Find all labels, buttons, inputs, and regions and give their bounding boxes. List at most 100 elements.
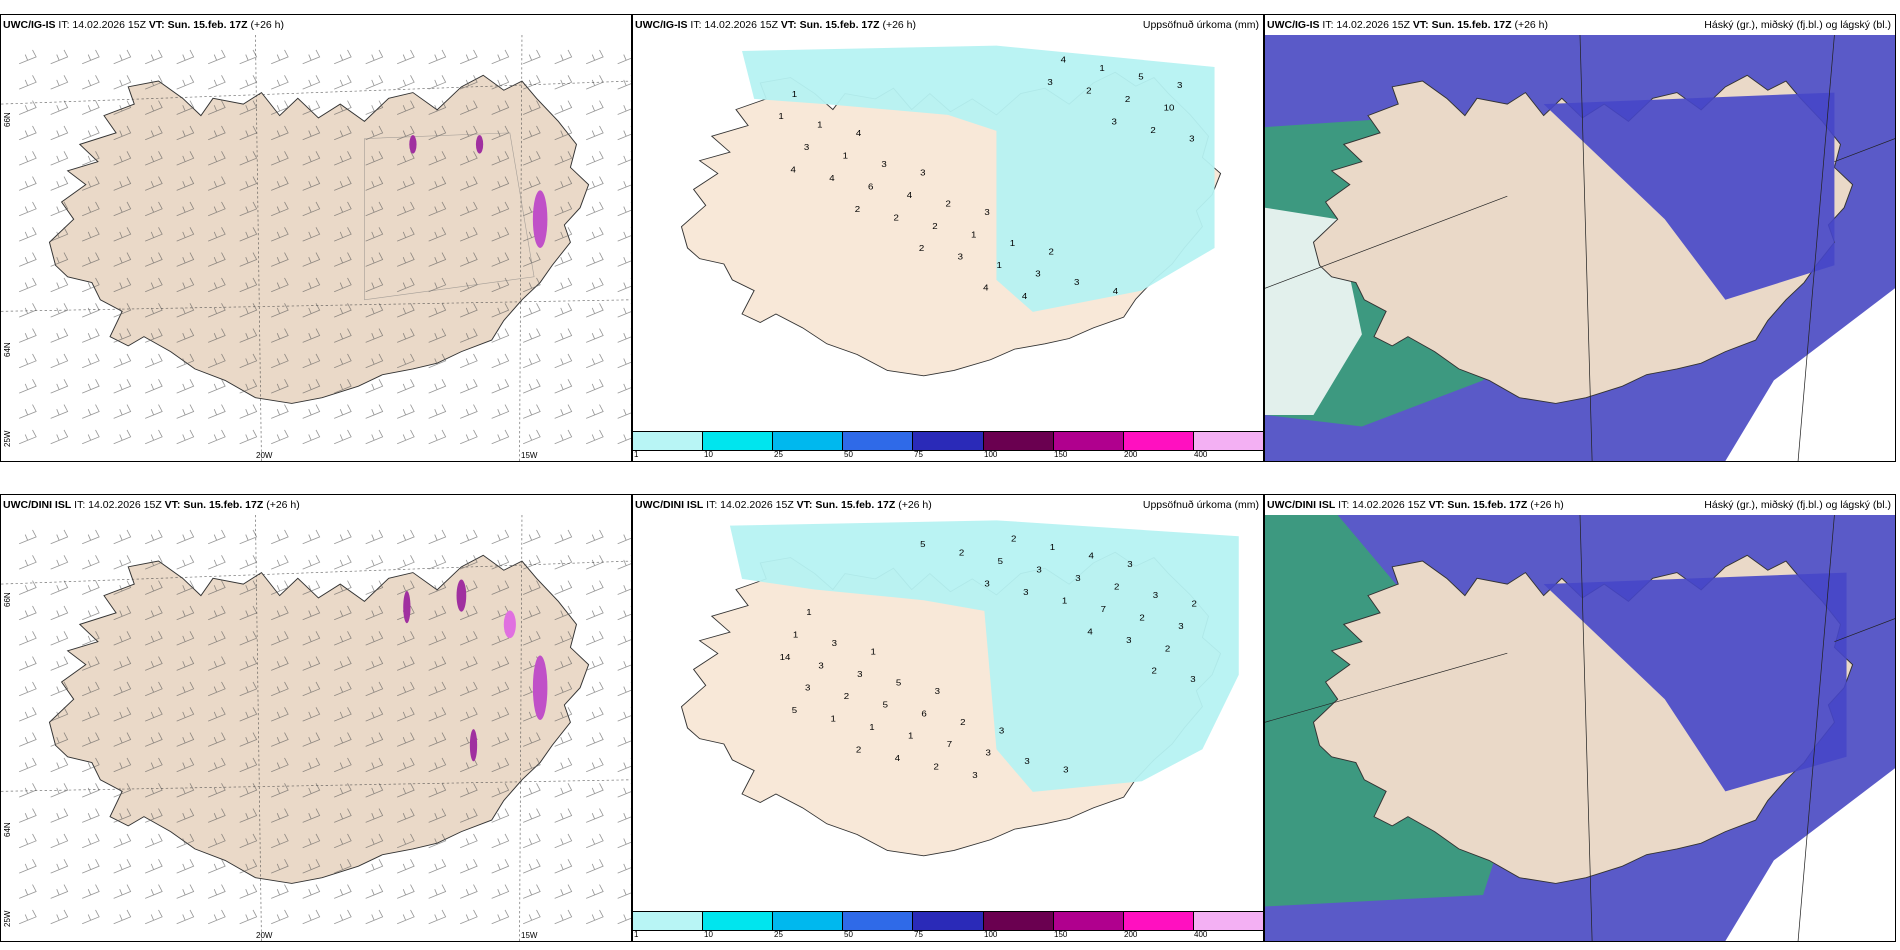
wind-map: [1, 35, 631, 461]
lon-label-20: 20W: [256, 931, 273, 940]
wind-barb: [334, 328, 352, 343]
wind-barb: [334, 656, 352, 671]
wind-barb: [113, 227, 132, 242]
wind-barb: [428, 125, 447, 141]
colorbar-label: 400: [1194, 930, 1208, 939]
panel-header: UWC/DINI ISL IT: 14.02.2026 15Z VT: Sun.…: [635, 497, 1259, 513]
wind-barb: [145, 909, 163, 925]
lat-label-64: 64N: [3, 342, 12, 357]
wind-barb: [239, 681, 258, 697]
wind-barb: [50, 884, 69, 899]
wind-barb: [554, 681, 573, 697]
colorbar: 1 10 25 50 75 100 150 200 400: [633, 431, 1263, 461]
wind-barb: [491, 176, 510, 191]
wind-barb: [208, 303, 226, 318]
wind-barb: [145, 631, 163, 646]
wind-barb: [397, 909, 415, 925]
precip-value: 4: [1022, 292, 1027, 301]
wind-barb: [271, 732, 289, 747]
wind-barb: [239, 125, 258, 141]
wind-barb: [271, 656, 289, 671]
wind-barb: [460, 353, 478, 369]
wind-barb: [302, 328, 321, 343]
wind-barb: [176, 631, 195, 646]
wind-barb: [50, 707, 69, 722]
wind-barb: [460, 201, 478, 217]
wind-barb: [208, 201, 226, 217]
wind-barb: [82, 808, 100, 823]
precip-value: 3: [984, 579, 989, 588]
wind-barb: [239, 379, 258, 394]
wind-barb: [50, 605, 69, 621]
wind-barb: [617, 555, 631, 570]
wind-barb: [19, 176, 37, 191]
wind-barb: [50, 303, 69, 318]
wind-barb: [145, 884, 163, 899]
wind-barb: [617, 404, 631, 419]
wind-barb: [365, 707, 384, 722]
wind-barb: [491, 884, 510, 899]
wind-barb: [491, 783, 510, 798]
wind-barb: [19, 859, 37, 874]
wind-barb: [239, 201, 258, 217]
wind-barb: [617, 201, 631, 217]
wind-barb: [82, 125, 100, 141]
wind-barb: [365, 808, 384, 823]
wind-barb: [334, 605, 352, 621]
precip-map-panel-bottom: UWC/DINI ISL IT: 14.02.2026 15Z VT: Sun.…: [632, 494, 1264, 942]
wind-barb: [334, 783, 352, 798]
wind-barb: [302, 605, 321, 621]
wind-barb: [145, 808, 163, 823]
wind-barb: [113, 707, 132, 722]
precip-value: 3: [832, 639, 837, 648]
wind-barb: [334, 681, 352, 697]
precip-value: 3: [1075, 574, 1080, 583]
wind-barb: [397, 379, 415, 394]
wind-barb: [397, 353, 415, 369]
wind-barb: [554, 884, 573, 899]
wind-barb: [523, 277, 541, 293]
wind-barb: [491, 151, 510, 166]
wind-barb: [82, 151, 100, 166]
wind-barb: [271, 176, 289, 191]
wind-barb: [334, 555, 352, 570]
precip-value: 3: [881, 160, 886, 169]
wind-barb: [82, 555, 100, 570]
wind-barb: [586, 884, 604, 899]
wind-barb: [428, 404, 447, 419]
precip-value: 3: [1036, 565, 1041, 574]
precip-value: 2: [932, 221, 937, 230]
wind-barb: [617, 100, 631, 115]
wind-barb: [523, 49, 541, 65]
wind-barb: [428, 429, 447, 445]
wind-barb: [239, 884, 258, 899]
wind-barb: [113, 631, 132, 646]
wind-barb: [365, 176, 384, 191]
wind-barb: [113, 833, 132, 849]
wind-barb: [586, 252, 604, 267]
wind-barb: [271, 75, 289, 90]
wind-barb: [617, 732, 631, 747]
wind-barb: [50, 49, 69, 65]
model-name: UWC/IG-IS: [3, 19, 56, 31]
wind-barb: [50, 631, 69, 646]
wind-barb: [113, 100, 132, 115]
wind-barb: [365, 529, 384, 545]
colorbar-swatch: [843, 912, 914, 930]
precip-map: 1 4 3 3 2 4 3 1 3 2 1 3 5 1 1 4 1 3 1 10 3 6 2 1 4 2 3 4 2 3 4 2 2 4 2 2 4 3 3: [633, 35, 1263, 429]
wind-barb: [428, 605, 447, 621]
precip-value: 3: [999, 726, 1004, 735]
wind-barb: [491, 328, 510, 343]
wind-barb: [428, 732, 447, 747]
precip-value: 3: [1047, 78, 1052, 87]
wind-barb: [19, 100, 37, 115]
wind-barb: [19, 707, 37, 722]
wind-barb: [428, 328, 447, 343]
wind-barb: [617, 529, 631, 545]
colorbar-label: 200: [1124, 450, 1138, 459]
colorbar-label: 200: [1124, 930, 1138, 939]
wind-barb: [176, 580, 195, 595]
wind-barb: [302, 404, 321, 419]
wind-barb: [491, 707, 510, 722]
wind-barb: [145, 100, 163, 115]
